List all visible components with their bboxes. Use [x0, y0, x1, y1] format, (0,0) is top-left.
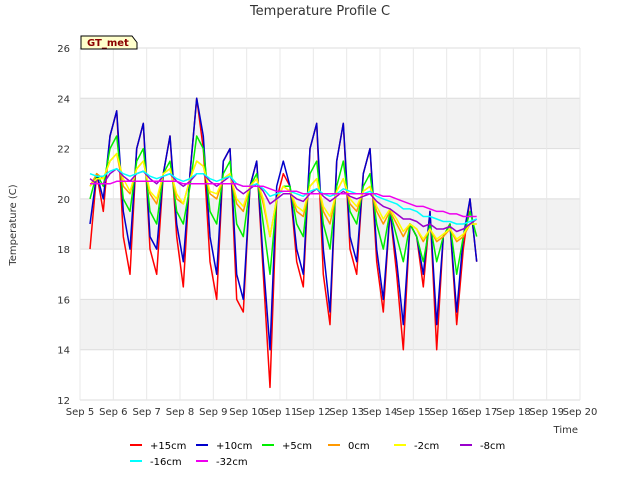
y-axis-ticks: 12 14 16 18 20 22 24 26: [57, 44, 70, 407]
y-tick-label: 24: [57, 94, 70, 105]
plot-band: [80, 98, 580, 149]
x-tick-label: Sep 14: [363, 407, 398, 418]
y-tick-label: 22: [57, 145, 70, 156]
legend: +15cm +10cm +5cm 0cm -2cm -8cm -16cm -32cm: [130, 441, 505, 468]
x-tick-label: Sep 16: [429, 407, 464, 418]
y-axis-title: Temperature (C): [8, 184, 19, 266]
series-line: [89, 152, 477, 240]
x-tick-label: Sep 11: [263, 407, 298, 418]
x-tick-label: Sep 5: [66, 407, 94, 418]
series-line: [89, 167, 478, 233]
x-tick-label: Sep 13: [329, 407, 364, 418]
series-lines: [89, 97, 478, 389]
y-tick-label: 20: [57, 195, 70, 206]
legend-label: -8cm: [480, 441, 505, 452]
legend-label: -2cm: [414, 441, 439, 452]
legend-label: -16cm: [150, 457, 182, 468]
plot-band: [80, 148, 580, 199]
x-tick-label: Sep 6: [99, 407, 127, 418]
y-tick-label: 16: [57, 295, 70, 306]
plot-band: [80, 48, 580, 99]
x-tick-label: Sep 20: [563, 407, 598, 418]
legend-label: +15cm: [150, 441, 186, 452]
x-tick-label: Sep 19: [529, 407, 564, 418]
gt-met-badge: GT_met: [80, 35, 138, 50]
x-tick-label: Sep 12: [296, 407, 331, 418]
chart-title: Temperature Profile C: [249, 4, 390, 19]
plot-band: [80, 349, 580, 400]
grid-lines: [79, 47, 581, 401]
x-tick-label: Sep 10: [229, 407, 264, 418]
plot-band: [80, 249, 580, 300]
x-tick-label: Sep 8: [166, 407, 194, 418]
x-tick-label: Sep 18: [496, 407, 531, 418]
y-tick-label: 18: [57, 245, 70, 256]
legend-label: +10cm: [216, 441, 252, 452]
series-line: [90, 180, 477, 218]
y-tick-label: 14: [57, 346, 70, 357]
legend-label: 0cm: [348, 441, 370, 452]
y-tick-label: 26: [57, 44, 70, 55]
legend-label: +5cm: [282, 441, 312, 452]
badge-label: GT_met: [87, 38, 129, 49]
x-tick-label: Sep 7: [132, 407, 160, 418]
x-tick-label: Sep 15: [396, 407, 431, 418]
y-tick-label: 12: [57, 396, 70, 407]
x-axis-title: Time: [553, 425, 578, 436]
legend-label: -32cm: [216, 457, 248, 468]
x-tick-label: Sep 9: [199, 407, 227, 418]
x-tick-label: Sep 17: [463, 407, 498, 418]
